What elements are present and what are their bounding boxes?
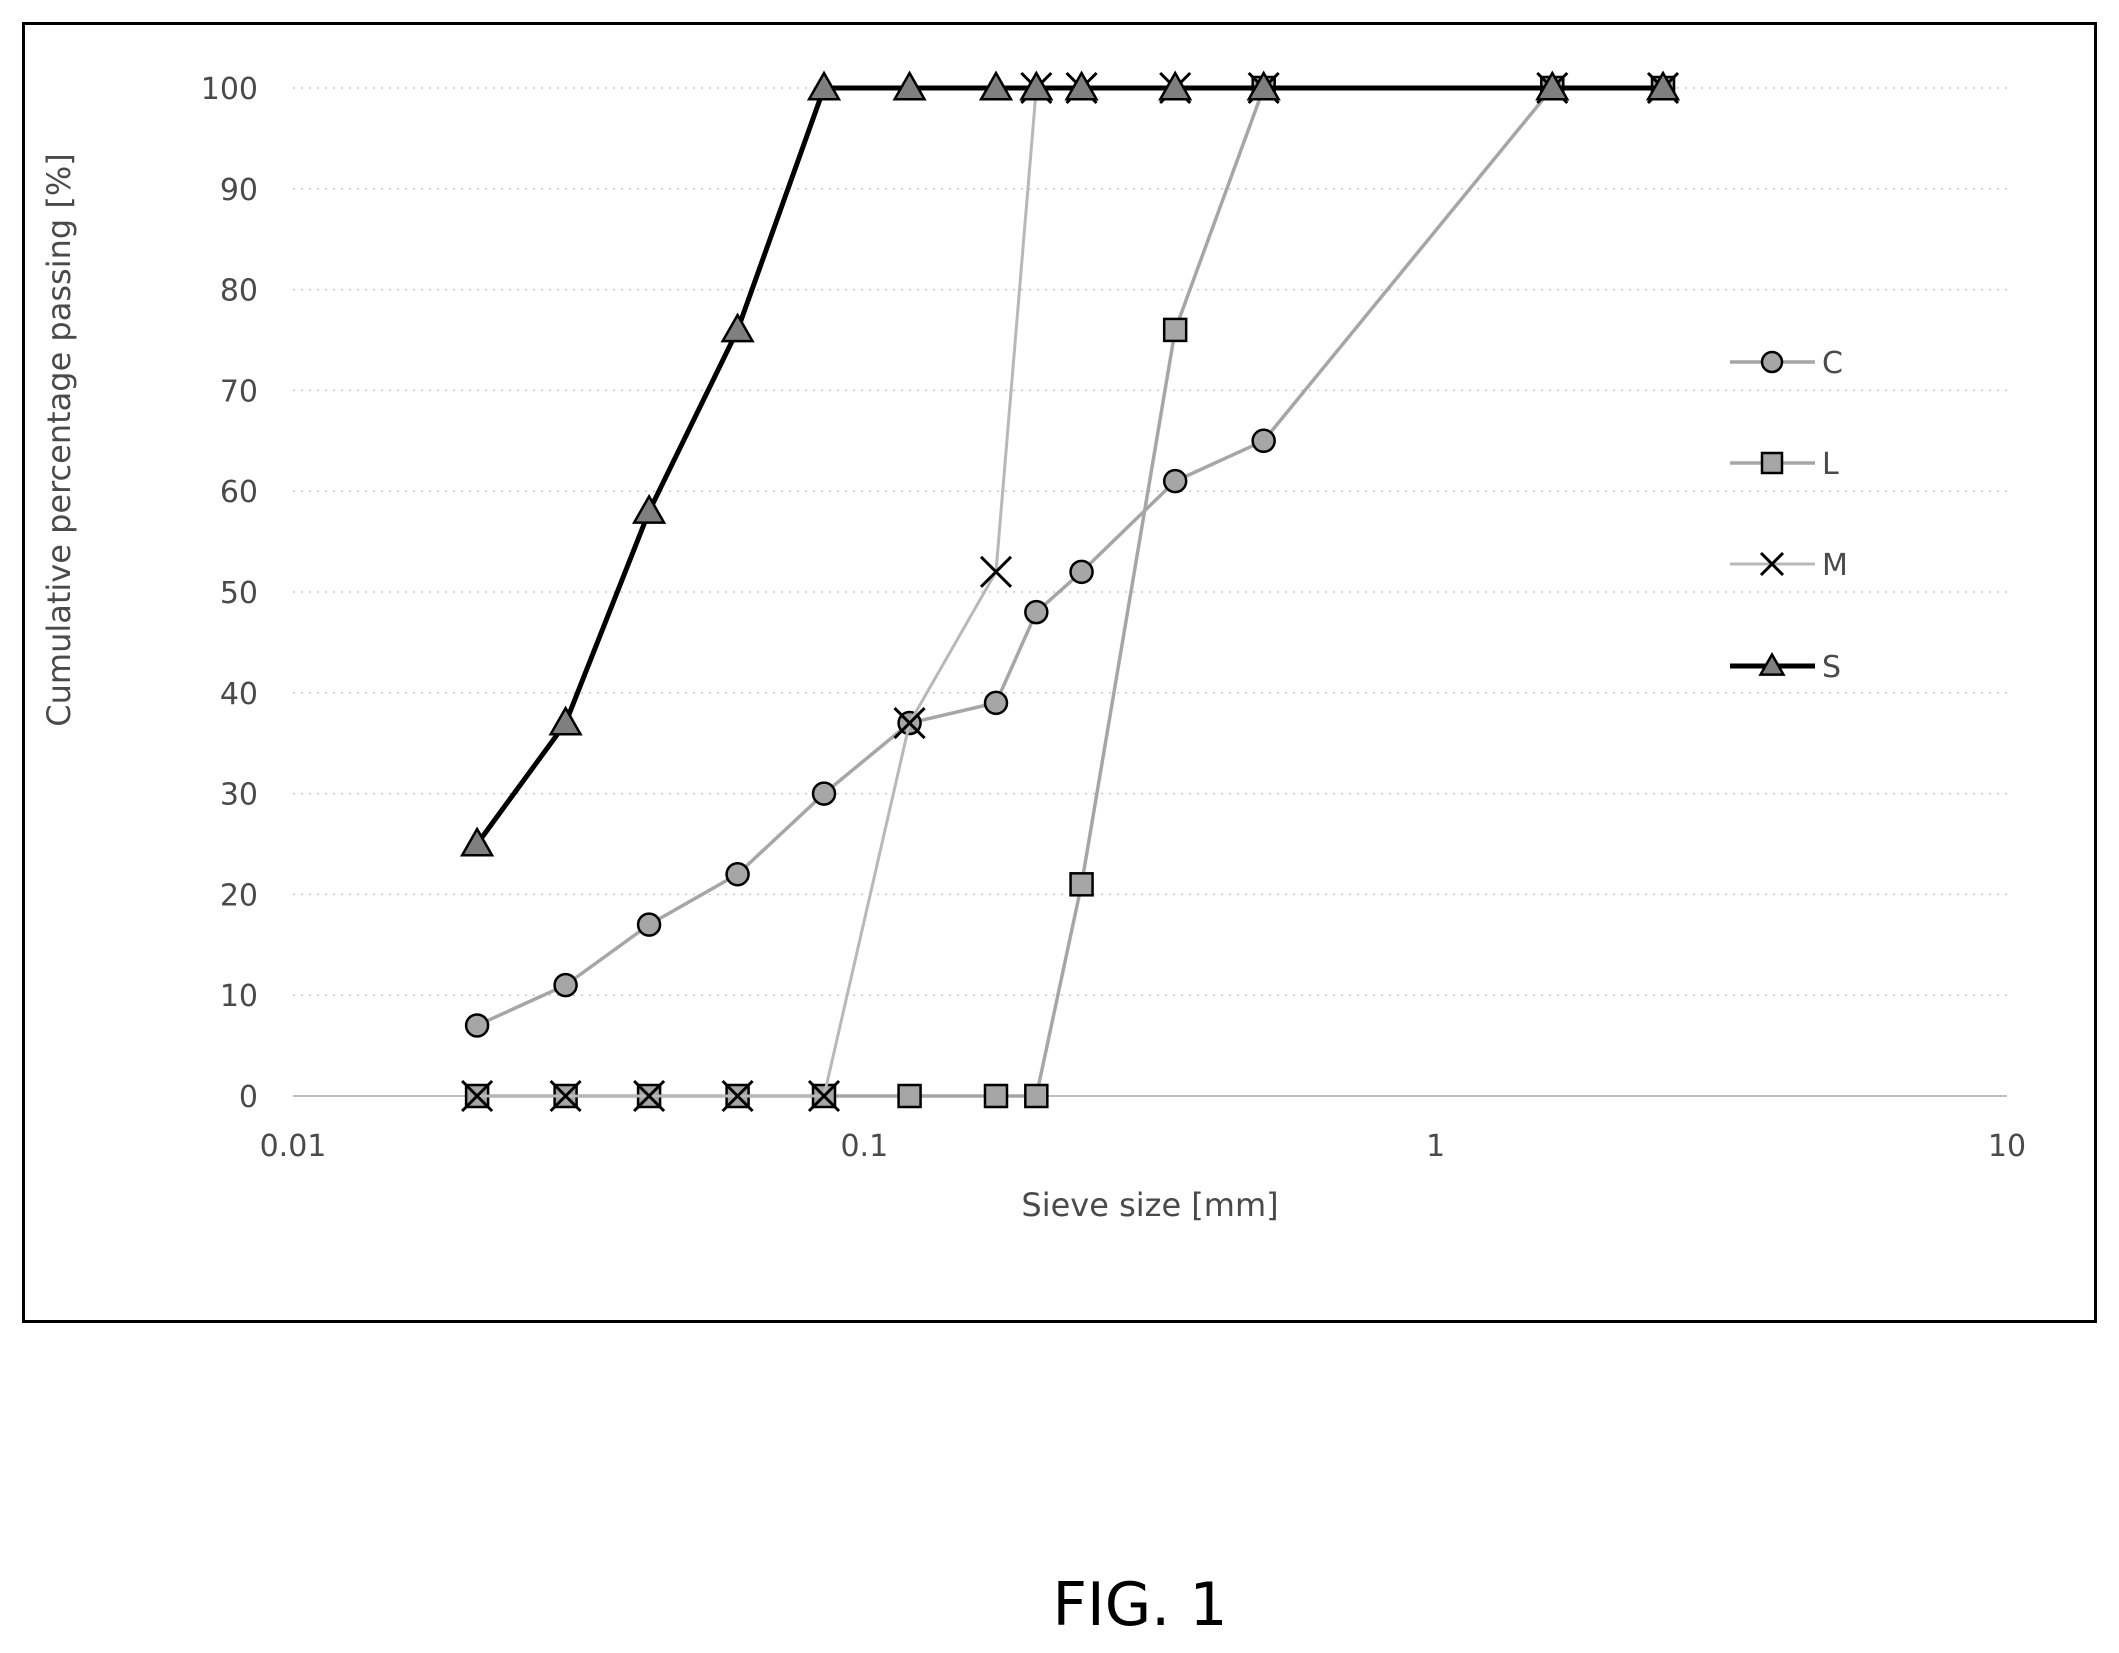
data-point-l <box>983 1083 1009 1109</box>
data-point-s <box>1246 70 1281 101</box>
legend-marker-c <box>1760 350 1784 374</box>
axes: 0 10 20 30 40 50 60 70 80 90 100 0.01 0.1 1 10 <box>201 72 2026 1164</box>
y-tick-label: 30 <box>220 778 258 813</box>
legend-item-c: C <box>1730 346 1843 381</box>
data-point-s <box>1158 70 1193 101</box>
figure-caption: FIG. 1 <box>1052 1570 1228 1640</box>
data-point-m <box>721 1079 754 1113</box>
data-point-l <box>1069 872 1094 897</box>
y-tick-label: 70 <box>220 374 258 409</box>
legend-marker-m <box>1759 551 1785 577</box>
data-point-s <box>459 826 495 857</box>
data-point-l <box>897 1083 922 1109</box>
legend-item-m: M <box>1730 548 1848 583</box>
data-point-l <box>1162 317 1188 343</box>
y-tick-label: 100 <box>201 72 258 107</box>
y-tick-label: 80 <box>220 274 258 309</box>
legend: C L M S <box>1730 346 1848 685</box>
data-point-c <box>553 972 578 998</box>
series-line-s <box>475 85 1664 846</box>
data-point-m <box>979 555 1013 588</box>
data-point-m <box>549 1079 582 1113</box>
y-tick-label: 10 <box>220 979 258 1014</box>
chart-frame <box>22 22 2097 1323</box>
data-point-s <box>978 70 1014 101</box>
data-point-s <box>892 70 927 101</box>
grid-lines <box>293 87 2007 996</box>
data-point-c <box>811 781 837 806</box>
x-tick-label: 10 <box>1988 1129 2026 1164</box>
data-point-m <box>893 706 926 740</box>
data-point-s <box>548 705 583 736</box>
x-tick-label: 0.01 <box>260 1129 327 1164</box>
y-tick-label: 20 <box>220 878 258 913</box>
y-tick-label: 60 <box>220 475 258 510</box>
data-point-c <box>1069 559 1094 585</box>
data-point-l <box>1024 1083 1049 1109</box>
y-tick-label: 0 <box>239 1080 258 1115</box>
data-point-s <box>806 70 842 101</box>
data-point-m <box>633 1079 666 1113</box>
x-tick-label: 1 <box>1426 1129 1445 1164</box>
data-point-m <box>461 1079 494 1113</box>
data-point-s <box>1535 70 1570 101</box>
series-s <box>459 70 1681 857</box>
x-tick-label: 0.1 <box>840 1129 888 1164</box>
legend-item-l: L <box>1730 447 1839 482</box>
data-point-c <box>983 690 1009 716</box>
y-tick-label: 90 <box>220 173 258 208</box>
data-point-s <box>1064 70 1099 101</box>
data-series <box>459 70 1681 1113</box>
y-axis-title: Cumulative percentage passing [%] <box>40 153 78 726</box>
data-point-m <box>807 1079 841 1113</box>
data-point-s <box>1645 70 1681 101</box>
legend-marker-l <box>1760 451 1784 475</box>
y-tick-label: 50 <box>220 576 258 611</box>
legend-label: M <box>1822 548 1848 583</box>
data-point-c <box>1251 428 1276 454</box>
legend-label: S <box>1822 650 1841 685</box>
data-point-c <box>464 1013 490 1038</box>
data-point-s <box>1019 70 1054 101</box>
data-point-c <box>636 912 662 937</box>
x-axis-title: Sieve size [mm] <box>1021 1186 1278 1224</box>
legend-marker-s <box>1758 651 1786 676</box>
legend-item-s: S <box>1730 650 1841 685</box>
data-point-s <box>631 493 667 524</box>
data-point-s <box>720 312 755 343</box>
data-point-c <box>725 861 750 887</box>
data-point-c <box>1162 468 1188 494</box>
data-point-c <box>1024 599 1049 625</box>
y-tick-label: 40 <box>220 677 258 712</box>
legend-label: L <box>1822 447 1839 482</box>
legend-label: C <box>1822 346 1843 381</box>
